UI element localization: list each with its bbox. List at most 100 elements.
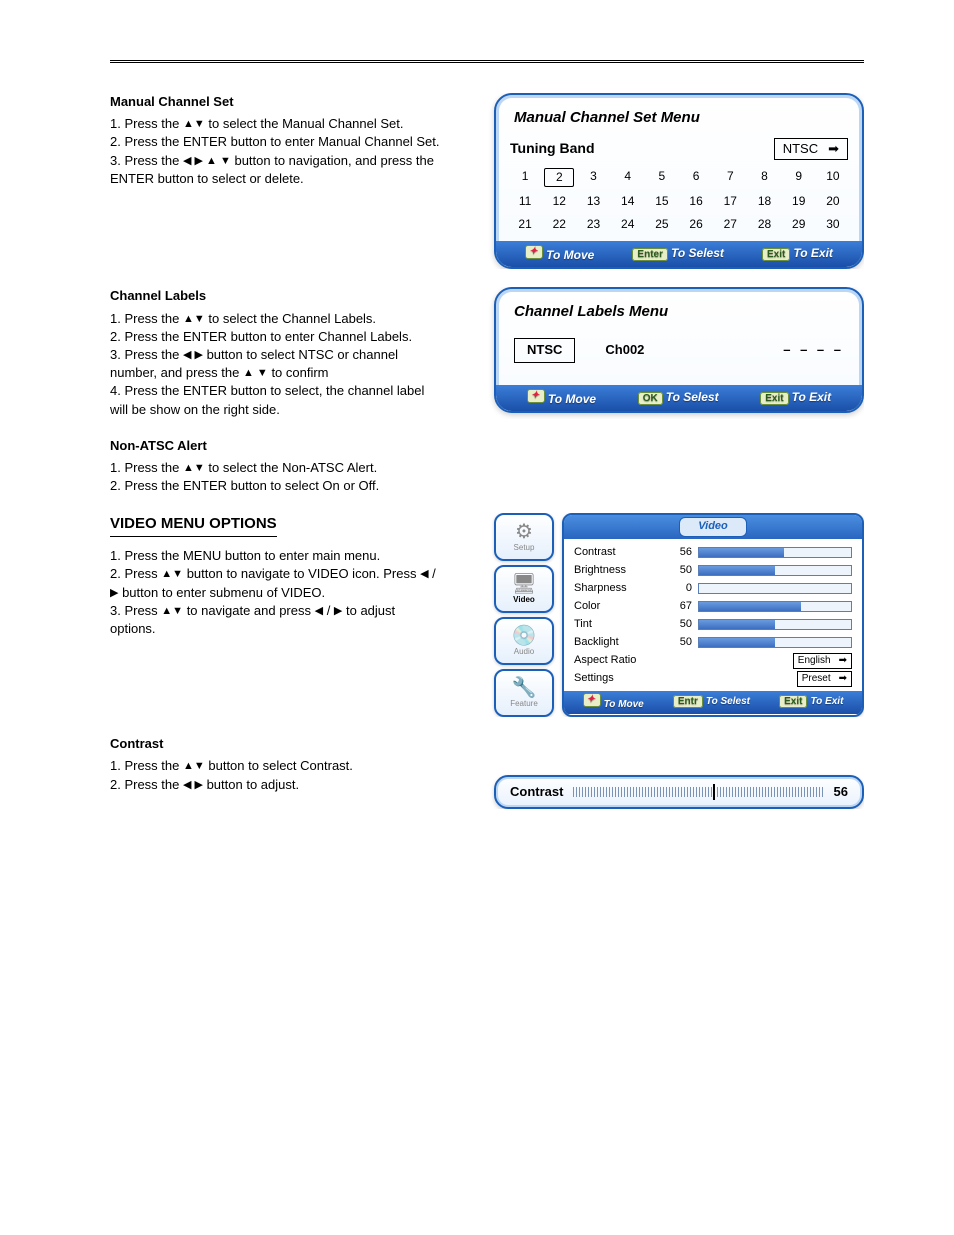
labels-band-box[interactable]: NTSC — [514, 338, 575, 362]
tuning-band-label: Tuning Band — [510, 139, 595, 159]
contrast-bar-value: 56 — [834, 783, 848, 801]
contrast-title: Contrast — [110, 735, 440, 753]
labels-step4: 4. Press the ENTER button to select, the… — [110, 382, 440, 418]
video-row-backlight[interactable]: Backlight50 — [574, 635, 852, 651]
exit-key-icon: Exit — [779, 695, 807, 708]
osd-channel-labels: Channel Labels Menu NTSC Ch002 – – – – T… — [494, 287, 864, 413]
video-footer: To Move EntrTo Selest ExitTo Exit — [564, 691, 862, 714]
channel-cell[interactable]: 9 — [784, 168, 814, 187]
up-down-icon: ▲▼ — [183, 313, 205, 325]
channel-cell[interactable]: 25 — [647, 216, 677, 233]
channel-cell[interactable]: 17 — [715, 193, 745, 210]
video-row-aspect-ratio[interactable]: Aspect RatioEnglish➡ — [574, 653, 852, 669]
channel-cell[interactable]: 30 — [818, 216, 848, 233]
channel-cell[interactable]: 16 — [681, 193, 711, 210]
osd-contrast-slider[interactable]: Contrast 56 — [494, 775, 864, 809]
channel-cell[interactable]: 6 — [681, 168, 711, 187]
osd-labels-footer: To Move OKTo Selest ExitTo Exit — [496, 385, 862, 412]
video-row-settings[interactable]: SettingsPreset➡ — [574, 671, 852, 687]
tuning-band-select[interactable]: NTSC ➡ — [774, 138, 848, 160]
sidebar-item-audio[interactable]: 💿Audio — [494, 617, 554, 665]
section-contrast: Contrast 1. Press the ▲▼ button to selec… — [110, 735, 864, 809]
section-video-menu: VIDEO MENU OPTIONS 1. Press the MENU but… — [110, 513, 864, 717]
manual-step1: 1. Press the ▲▼ to select the Manual Cha… — [110, 115, 440, 133]
arrow-right-icon: ➡ — [828, 140, 839, 158]
arrow-right-icon: ➡ — [839, 654, 847, 668]
channel-cell[interactable]: 2 — [544, 168, 574, 187]
dpad-icon — [525, 245, 543, 259]
labels-step1: 1. Press the ▲▼ to select the Channel La… — [110, 310, 440, 328]
video-step1: 1. Press the MENU button to enter main m… — [110, 547, 440, 565]
channel-cell[interactable]: 28 — [749, 216, 779, 233]
nonatsc-step2: 2. Press the ENTER button to select On o… — [110, 477, 864, 495]
channel-cell[interactable]: 27 — [715, 216, 745, 233]
exit-key-icon: Exit — [762, 248, 790, 261]
channel-cell[interactable]: 8 — [749, 168, 779, 187]
ok-key-icon: OK — [638, 392, 663, 405]
channel-cell[interactable]: 3 — [578, 168, 608, 187]
feature-icon: 🔧 — [512, 678, 537, 698]
osd-manual-footer: To Move EnterTo Selest ExitTo Exit — [496, 241, 862, 268]
channel-cell[interactable]: 5 — [647, 168, 677, 187]
labels-step2: 2. Press the ENTER button to enter Chann… — [110, 328, 440, 346]
dpad-icon — [527, 389, 545, 403]
video-step3: 3. Press ▲▼ to navigate and press ◀ / ▶ … — [110, 602, 440, 638]
up-down-icon: ▲▼ — [183, 118, 205, 130]
sidebar-item-setup[interactable]: ⚙Setup — [494, 513, 554, 561]
video-row-sharpness[interactable]: Sharpness0 — [574, 581, 852, 597]
sidebar-item-video[interactable]: 🖥Video — [494, 565, 554, 613]
up-down-icon: ▲▼ — [183, 760, 205, 772]
channel-cell[interactable]: 11 — [510, 193, 540, 210]
contrast-thumb[interactable] — [713, 784, 715, 800]
video-panel: Video Contrast56Brightness50Sharpness0Co… — [562, 513, 864, 717]
manual-step3: 3. Press the ◀ ▶ ▲ ▼ button to navigatio… — [110, 152, 440, 188]
channel-cell[interactable]: 7 — [715, 168, 745, 187]
channel-cell[interactable]: 23 — [578, 216, 608, 233]
osd-video-menu: ⚙Setup🖥Video💿Audio🔧Feature Video Contras… — [494, 513, 864, 717]
enter-key-icon: Enter — [632, 248, 668, 261]
channel-cell[interactable]: 21 — [510, 216, 540, 233]
video-sidebar[interactable]: ⚙Setup🖥Video💿Audio🔧Feature — [494, 513, 554, 717]
channel-cell[interactable]: 20 — [818, 193, 848, 210]
channel-cell[interactable]: 14 — [613, 193, 643, 210]
video-row-tint[interactable]: Tint50 — [574, 617, 852, 633]
labels-title: Channel Labels — [110, 287, 440, 305]
up-down-icon: ▲▼ — [183, 462, 205, 474]
channel-cell[interactable]: 18 — [749, 193, 779, 210]
channel-cell[interactable]: 26 — [681, 216, 711, 233]
left-icon: ◀ — [420, 568, 428, 580]
left-icon: ◀ — [315, 605, 323, 617]
labels-channel: Ch002 — [605, 341, 644, 359]
contrast-step1: 1. Press the ▲▼ button to select Contras… — [110, 757, 440, 775]
manual-step2: 2. Press the ENTER button to enter Manua… — [110, 133, 440, 151]
channel-cell[interactable]: 12 — [544, 193, 574, 210]
channel-cell[interactable]: 22 — [544, 216, 574, 233]
dpad-icon — [583, 693, 601, 707]
channel-cell[interactable]: 13 — [578, 193, 608, 210]
video-row-color[interactable]: Color67 — [574, 599, 852, 615]
sidebar-item-feature[interactable]: 🔧Feature — [494, 669, 554, 717]
manual-title: Manual Channel Set — [110, 93, 440, 111]
video-heading: VIDEO MENU OPTIONS — [110, 513, 277, 537]
nav-icon: ◀ ▶ ▲ ▼ — [183, 155, 231, 167]
video-row-brightness[interactable]: Brightness50 — [574, 563, 852, 579]
enter-key-icon: Entr — [673, 695, 703, 708]
channel-cell[interactable]: 29 — [784, 216, 814, 233]
channel-cell[interactable]: 1 — [510, 168, 540, 187]
video-row-contrast[interactable]: Contrast56 — [574, 545, 852, 561]
audio-icon: 💿 — [512, 626, 537, 646]
channel-grid[interactable]: 1234567891011121314151617181920212223242… — [510, 168, 848, 232]
channel-cell[interactable]: 24 — [613, 216, 643, 233]
channel-cell[interactable]: 10 — [818, 168, 848, 187]
up-down-icon: ▲▼ — [161, 568, 183, 580]
section-non-atsc: Non-ATSC Alert 1. Press the ▲▼ to select… — [110, 437, 864, 496]
channel-cell[interactable]: 4 — [613, 168, 643, 187]
channel-cell[interactable]: 15 — [647, 193, 677, 210]
up-down-icon: ▲▼ — [161, 605, 183, 617]
up-down-icon: ▲ ▼ — [243, 367, 268, 379]
left-right-icon: ◀ ▶ — [183, 779, 203, 791]
channel-cell[interactable]: 19 — [784, 193, 814, 210]
section-channel-labels: Channel Labels 1. Press the ▲▼ to select… — [110, 287, 864, 418]
left-right-icon: ◀ ▶ — [183, 349, 203, 361]
video-icon: 🖥 — [511, 574, 536, 594]
